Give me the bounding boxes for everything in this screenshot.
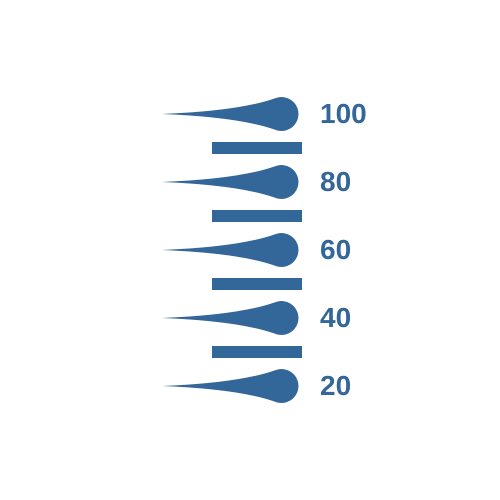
- minor-tick: [120, 269, 380, 299]
- minor-bar-icon: [212, 346, 302, 358]
- teardrop-icon: [162, 97, 302, 131]
- scale-gauge: 100 80 60 40 20: [120, 95, 380, 405]
- minor-tick: [120, 201, 380, 231]
- minor-tick: [120, 337, 380, 367]
- tick-label: 60: [320, 234, 380, 266]
- minor-bar-icon: [212, 142, 302, 154]
- major-tick: 80: [120, 163, 380, 201]
- teardrop-icon: [162, 301, 302, 335]
- teardrop-icon: [162, 165, 302, 199]
- major-tick: 20: [120, 367, 380, 405]
- tick-label: 20: [320, 370, 380, 402]
- tick-label: 80: [320, 166, 380, 198]
- major-tick: 60: [120, 231, 380, 269]
- minor-bar-icon: [212, 278, 302, 290]
- tick-label: 100: [320, 98, 380, 130]
- major-tick: 100: [120, 95, 380, 133]
- minor-bar-icon: [212, 210, 302, 222]
- minor-tick: [120, 133, 380, 163]
- teardrop-icon: [162, 233, 302, 267]
- tick-label: 40: [320, 302, 380, 334]
- teardrop-icon: [162, 369, 302, 403]
- major-tick: 40: [120, 299, 380, 337]
